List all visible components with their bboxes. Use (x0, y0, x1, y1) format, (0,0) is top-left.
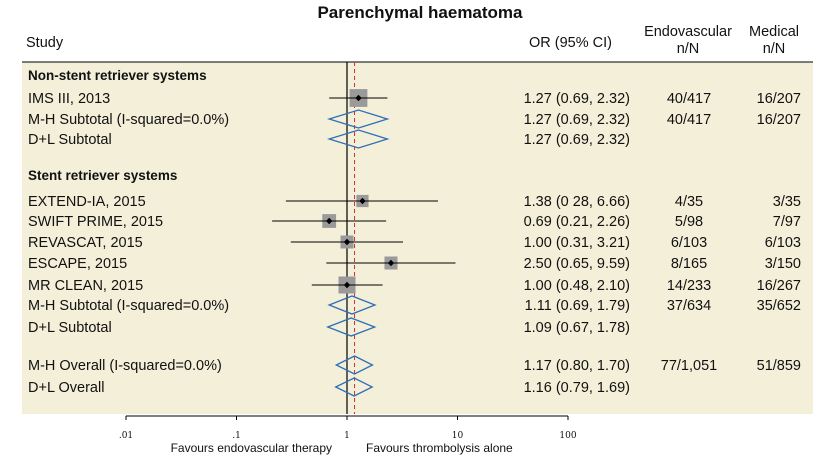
or-ci-value: 1.17 (0.80, 1.70) (524, 358, 630, 374)
study-point (359, 197, 366, 205)
x-tick-label: 10 (452, 431, 464, 441)
medical-count: 16/207 (757, 91, 801, 107)
pooled-label: M-H Subtotal (I-squared=0.0%) (28, 298, 229, 314)
study-label: ESCAPE, 2015 (28, 256, 127, 272)
pooled-diamond (326, 129, 390, 149)
endo-count: 5/98 (675, 214, 703, 230)
or-ci-value: 1.00 (0.31, 3.21) (524, 235, 630, 251)
row-labels: Non-stent retriever systems IMS III, 2013… (28, 68, 801, 396)
or-ci-value: 2.50 (0.65, 9.59) (524, 256, 630, 272)
col-header-medical-1: Medical (749, 24, 799, 40)
pooled-label: D+L Overall (28, 380, 104, 396)
chart-title: Parenchymal haematoma (317, 3, 523, 22)
or-ci-value: 1.09 (0.67, 1.78) (524, 320, 630, 336)
pooled-diamond (334, 355, 374, 375)
medical-count: 3/150 (765, 256, 801, 272)
col-header-study: Study (26, 35, 64, 51)
medical-count: 3/35 (773, 194, 801, 210)
group-label: Stent retriever systems (28, 168, 177, 183)
study-label: EXTEND-IA, 2015 (28, 194, 146, 210)
endo-count: 40/417 (667, 91, 711, 107)
medical-count: 16/207 (757, 112, 801, 128)
or-ci-value: 1.11 (0.69, 1.79) (525, 298, 630, 314)
medical-count: 6/103 (765, 235, 801, 251)
endo-count: 8/165 (671, 256, 707, 272)
study-label: IMS III, 2013 (28, 91, 110, 107)
medical-count: 7/97 (773, 214, 801, 230)
study-label: REVASCAT, 2015 (28, 235, 143, 251)
or-ci-value: 1.27 (0.69, 2.32) (524, 112, 630, 128)
col-header-medical-2: n/N (763, 41, 786, 57)
pooled-label: D+L Subtotal (28, 320, 112, 336)
pooled-diamond (326, 109, 390, 129)
pooled-diamond (334, 377, 374, 397)
pooled-label: D+L Subtotal (28, 132, 112, 148)
favours-right-label: Favours thrombolysis alone (366, 441, 513, 455)
x-axis: .01 .1 1 10 100 Favours endovascular therapy F… (119, 415, 577, 455)
endo-count: 4/35 (675, 194, 703, 210)
or-ci-value: 1.27 (0.69, 2.32) (524, 91, 630, 107)
pooled-diamond (325, 317, 377, 337)
pooled-label: M-H Subtotal (I-squared=0.0%) (28, 112, 229, 128)
study-point (343, 281, 351, 289)
or-ci-value: 1.16 (0.79, 1.69) (524, 380, 630, 396)
study-point (325, 217, 333, 225)
plot-panel (22, 62, 813, 414)
medical-count: 35/652 (757, 298, 801, 314)
medical-count: 16/267 (757, 278, 801, 294)
endo-count: 37/634 (667, 298, 711, 314)
study-point (343, 238, 351, 246)
group-label: Non-stent retriever systems (28, 68, 207, 83)
or-ci-value: 1.38 (0 28, 6.66) (524, 194, 630, 210)
study-point (355, 94, 362, 102)
study-label: SWIFT PRIME, 2015 (28, 214, 163, 230)
x-tick-label: .1 (232, 431, 241, 441)
medical-count: 51/859 (757, 358, 801, 374)
col-header-or: OR (95% CI) (529, 35, 612, 51)
endo-count: 40/417 (667, 112, 711, 128)
col-header-endo-2: n/N (677, 41, 700, 57)
endo-count: 14/233 (667, 278, 711, 294)
endo-count: 77/1,051 (661, 358, 717, 374)
study-label: MR CLEAN, 2015 (28, 278, 143, 294)
or-ci-value: 1.00 (0.48, 2.10) (524, 278, 630, 294)
plot-marks (272, 62, 456, 414)
x-tick-label: 100 (559, 431, 576, 441)
study-point (387, 259, 395, 267)
x-tick-label: .01 (119, 431, 133, 441)
or-ci-value: 1.27 (0.69, 2.32) (524, 132, 630, 148)
endo-count: 6/103 (671, 235, 707, 251)
pooled-diamond (327, 295, 377, 315)
x-tick-label: 1 (344, 431, 350, 441)
col-header-endo-1: Endovascular (644, 24, 732, 40)
favours-left-label: Favours endovascular therapy (171, 441, 332, 455)
or-ci-value: 0.69 (0.21, 2.26) (524, 214, 630, 230)
pooled-label: M-H Overall (I-squared=0.0%) (28, 358, 222, 374)
